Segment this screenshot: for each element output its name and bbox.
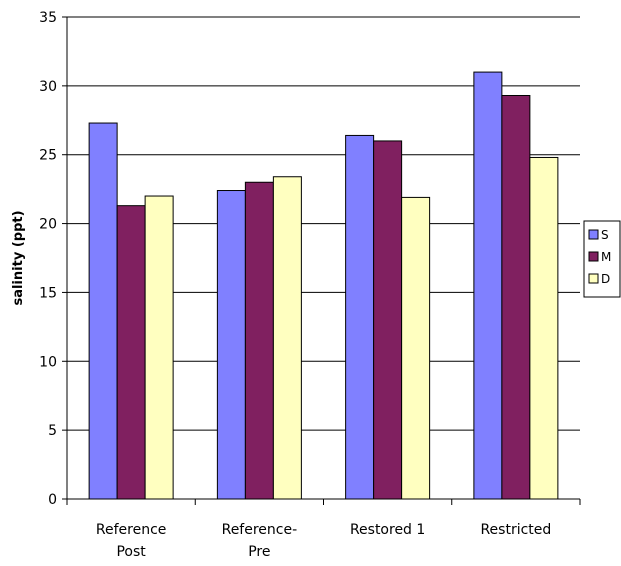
x-tick-label: Reference xyxy=(96,522,167,538)
bar-d-2 xyxy=(401,196,431,500)
legend: SMD xyxy=(583,220,621,298)
y-tick-label: 0 xyxy=(48,492,57,508)
y-tick-label: 5 xyxy=(48,423,57,439)
bar-m-2 xyxy=(373,140,403,500)
y-tick-labels: 0 5 10 15 20 25 30 35 xyxy=(39,10,57,508)
axes xyxy=(62,16,581,505)
bar-s-3 xyxy=(473,71,503,500)
legend-swatch-d xyxy=(588,273,599,284)
bar-d-0 xyxy=(144,195,174,500)
y-tick-label: 35 xyxy=(39,10,57,26)
x-tick-label: Restricted xyxy=(480,522,551,538)
bar-s-0 xyxy=(88,122,118,500)
x-tick-label: Post xyxy=(116,544,146,560)
bar-m-0 xyxy=(116,205,146,500)
x-tick-labels: Reference Post Reference- Pre Restored 1 Rest… xyxy=(96,522,551,560)
bar-m-1 xyxy=(244,181,274,500)
y-tick-label: 15 xyxy=(39,285,57,301)
bar-m-3 xyxy=(501,94,531,500)
x-tick-label: Reference- xyxy=(222,522,298,538)
legend-swatch-s xyxy=(588,229,599,240)
y-axis-title: salinity (ppt) xyxy=(11,210,26,305)
legend-swatch-m xyxy=(588,251,599,262)
y-tick-label: 25 xyxy=(39,148,57,164)
legend-label-m: M xyxy=(601,250,611,264)
y-tick-label: 10 xyxy=(39,354,57,370)
y-tick-label: 30 xyxy=(39,79,57,95)
bar-d-3 xyxy=(529,156,559,500)
y-tick-label: 20 xyxy=(39,217,57,233)
legend-label-d: D xyxy=(601,272,610,286)
bar-s-1 xyxy=(216,190,246,500)
bars xyxy=(88,71,559,500)
bar-s-2 xyxy=(345,134,375,500)
bar-d-1 xyxy=(272,176,302,500)
legend-label-s: S xyxy=(601,228,609,242)
x-tick-label: Pre xyxy=(248,544,270,560)
x-tick-label: Restored 1 xyxy=(350,522,425,538)
